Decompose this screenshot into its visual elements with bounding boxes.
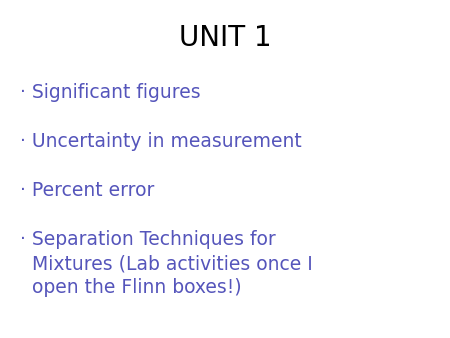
Text: · Percent error: · Percent error (20, 181, 155, 200)
Text: · Separation Techniques for
  Mixtures (Lab activities once I
  open the Flinn b: · Separation Techniques for Mixtures (La… (20, 230, 313, 297)
Text: · Significant figures: · Significant figures (20, 83, 201, 102)
Text: · Uncertainty in measurement: · Uncertainty in measurement (20, 132, 302, 151)
Text: UNIT 1: UNIT 1 (179, 24, 271, 52)
